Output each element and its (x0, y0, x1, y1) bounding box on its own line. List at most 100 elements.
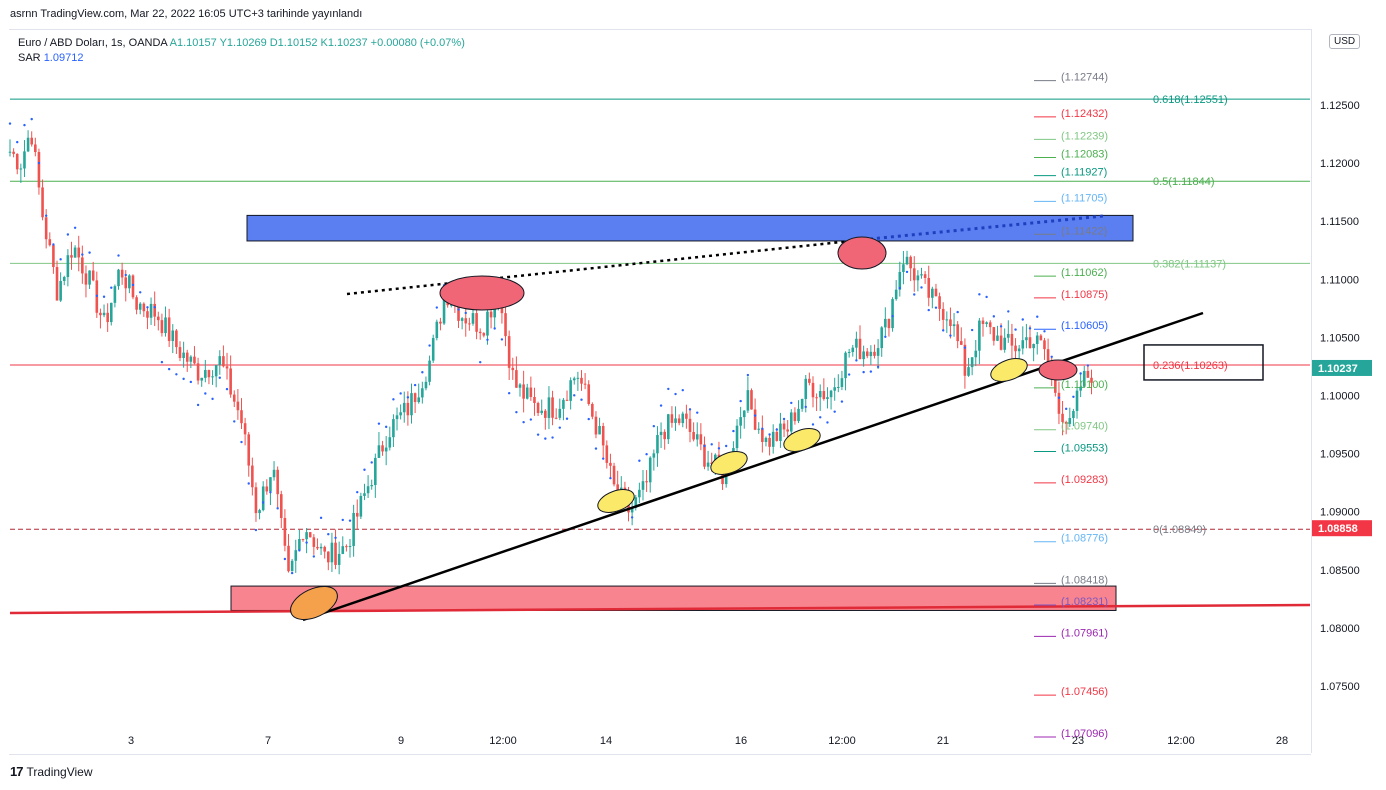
level-label: (1.08231) (1061, 596, 1108, 608)
candle-body (999, 335, 1003, 350)
candle-body (222, 356, 225, 367)
candle-body (992, 327, 996, 341)
candle-body (630, 507, 634, 513)
candle-body (160, 320, 164, 334)
candle-body (370, 485, 374, 487)
sar-dot (753, 414, 757, 417)
sar-dot (110, 286, 113, 289)
candle-body (605, 445, 609, 463)
resistance-zone (246, 214, 1134, 242)
fib-label: 0.236(1.10263) (1153, 360, 1228, 372)
candle-body (648, 457, 652, 483)
sar-dot (768, 433, 771, 436)
candle-body (742, 410, 746, 418)
sar-dot (500, 338, 504, 341)
candle-body (363, 493, 366, 496)
sar-dot (573, 394, 576, 397)
chart-frame (9, 29, 1311, 755)
candle-body (804, 378, 808, 399)
sar-dot (189, 380, 193, 384)
candle-body (395, 415, 399, 420)
candle-body (775, 431, 779, 441)
candle-body (399, 412, 402, 416)
sar-dot (363, 468, 366, 471)
candle-body (909, 256, 912, 269)
sar-dot (8, 122, 12, 125)
candle-body (482, 333, 486, 336)
ohlc-values: A1.10157 Y1.10269 D1.10152 K1.10237 (169, 37, 368, 49)
candle-body (858, 338, 862, 360)
sar-dot (876, 365, 880, 369)
candle-body (515, 370, 518, 388)
candle-body (1064, 421, 1068, 424)
sar-dot (790, 401, 793, 405)
candle-body (1043, 340, 1046, 350)
tradingview-logo[interactable]: 17 TradingView (10, 764, 93, 779)
candle-body (544, 410, 547, 418)
sar-value: 1.09712 (43, 52, 84, 64)
sar-label: SAR (18, 52, 41, 64)
y-tick-label: 1.08500 (1320, 565, 1360, 577)
candle-body (594, 416, 598, 435)
sar-dot (102, 295, 106, 298)
candle-body (225, 366, 229, 369)
candle-body (417, 397, 421, 403)
candle-body (822, 391, 826, 400)
sar-dot (66, 233, 70, 236)
sar-dot (536, 433, 540, 436)
candle-body (952, 324, 956, 327)
resistance-touch-ellipse (439, 275, 525, 311)
candle-body (905, 256, 909, 265)
candle-body (279, 494, 283, 519)
reference-price-label: 1.08858 (1318, 523, 1358, 535)
x-tick-label: 23 (1072, 735, 1084, 747)
candle-body (182, 352, 185, 358)
level-label: (1.08418) (1061, 574, 1108, 586)
horizontal-lines (9, 98, 1311, 615)
sar-dot (551, 436, 554, 439)
sar-dot (240, 440, 243, 444)
candle-body (457, 304, 460, 321)
sar-dot (73, 226, 77, 230)
level-label: (1.10605) (1061, 320, 1108, 332)
candle-body (120, 269, 124, 278)
level-label: (1.07456) (1061, 686, 1108, 698)
sar-dot (30, 117, 33, 121)
currency-button[interactable]: USD (1329, 34, 1361, 49)
candle-body (156, 316, 160, 321)
sar-dot (826, 421, 829, 424)
candle-body (243, 423, 247, 435)
y-tick-label: 1.10500 (1320, 332, 1360, 344)
sar-dot (1014, 328, 1017, 331)
candle-body (413, 393, 417, 403)
resistance-dotted-line (346, 237, 871, 296)
candle-body (189, 356, 193, 362)
candle-body (504, 313, 507, 337)
candle-body (185, 352, 189, 362)
candle-body (1068, 418, 1072, 424)
candle-body (298, 539, 301, 551)
candle-body (677, 418, 681, 424)
candle-body (334, 542, 337, 565)
sar-dot (225, 387, 229, 391)
sar-dot (261, 501, 265, 504)
sar-dot (23, 123, 26, 127)
candle-body (12, 151, 15, 154)
candle-body (1075, 390, 1079, 411)
x-axis: 3 7 9 12:00 14 16 12:00 21 23 12:00 28 (128, 735, 1288, 747)
candle-body (876, 348, 880, 356)
candle-body (37, 152, 41, 188)
candle-body (468, 323, 471, 325)
candle-body (873, 351, 876, 356)
resistance-touch-ellipse (1038, 359, 1078, 381)
candle-body (985, 322, 988, 325)
candle-body (247, 434, 251, 466)
x-tick-label: 16 (735, 735, 747, 747)
candle-body (558, 408, 562, 418)
sar-dot (160, 360, 164, 364)
candle-body (612, 465, 616, 485)
fib-label: 0.382(1.11137) (1153, 258, 1226, 270)
level-label: (1.10100) (1061, 379, 1108, 391)
candle-body (949, 319, 952, 327)
